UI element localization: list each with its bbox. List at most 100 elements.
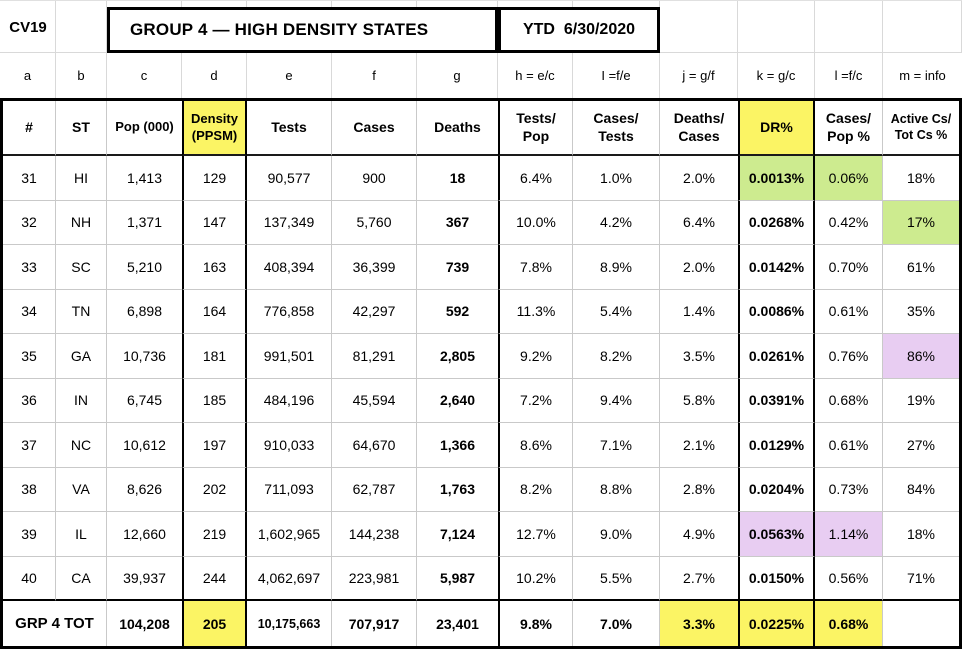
cell-38-cases: 62,787 <box>332 467 417 512</box>
cell-37-num: 37 <box>3 423 56 468</box>
cell-31-pop: 1,413 <box>107 156 182 201</box>
cell-38-st: VA <box>56 467 107 512</box>
header-active: Active Cs/ Tot Cs % <box>883 101 959 156</box>
cell-40-num: 40 <box>3 556 56 601</box>
cell-33-num: 33 <box>3 245 56 290</box>
cell-36-deaths: 2,640 <box>417 379 498 423</box>
cell-37-tests_pop: 8.6% <box>498 423 573 468</box>
cell-38-pop: 8,626 <box>107 468 182 512</box>
total-active <box>883 601 959 646</box>
cell-32-tests_pop: 10.0% <box>498 200 573 245</box>
formula-label-dr: k = g/c <box>738 53 815 98</box>
cell-37-cases_pop: 0.61% <box>815 423 883 468</box>
header-tests: Tests <box>247 101 332 156</box>
cell-38-cases_pop: 0.73% <box>815 467 883 512</box>
cell-33-deaths: 739 <box>417 245 498 290</box>
header-dr: DR% <box>738 101 815 156</box>
cell-33-pop: 5,210 <box>107 245 182 290</box>
total-pop: 104,208 <box>119 615 170 632</box>
group-title-box: GROUP 4 — HIGH DENSITY STATES <box>107 7 498 53</box>
cell-37-dr: 0.0129% <box>738 423 815 468</box>
formula-label-tests_pop: h = e/c <box>498 53 573 98</box>
cell-40-density: 244 <box>182 556 247 601</box>
total-cases: 707,917 <box>332 601 417 646</box>
cell-31-cases: 900 <box>332 156 417 201</box>
cell-31-density: 129 <box>182 156 247 201</box>
cell-36-cases: 45,594 <box>332 378 417 423</box>
cell-32-num: 32 <box>3 200 56 245</box>
cell-37-active: 27% <box>883 423 959 468</box>
cell-35-st: GA <box>56 334 107 379</box>
cell-33-cases: 36,399 <box>332 245 417 290</box>
total-density: 205 <box>182 601 247 646</box>
main-table: # ST Pop (000) Density (PPSM) Tests Cases Deat… <box>0 98 962 649</box>
cell-40-deaths_cases: 2.7% <box>660 557 738 601</box>
doc-code: CV19 <box>9 18 47 36</box>
cell-35-cases: 81,291 <box>332 334 417 379</box>
total-tests_pop: 9.8% <box>498 601 573 646</box>
total-tests: 10,175,663 <box>247 601 332 646</box>
total-dr: 0.0225% <box>738 601 815 646</box>
cell-37-st: NC <box>56 423 107 468</box>
cell-34-density: 164 <box>182 289 247 334</box>
cell-37-deaths_cases: 2.1% <box>660 423 738 468</box>
header-deaths_cases: Deaths/ Cases <box>660 101 738 156</box>
cell-38-num: 38 <box>3 467 56 512</box>
cell-37-deaths: 1,366 <box>417 423 498 468</box>
cell-36-pop: 6,745 <box>107 379 182 423</box>
title-gridcell <box>660 1 738 53</box>
header-num: # <box>3 101 56 156</box>
cell-33-cases_tests: 8.9% <box>573 245 660 290</box>
total-cases_pop: 0.68% <box>815 601 883 646</box>
cell-38-cases_tests: 8.8% <box>573 467 660 512</box>
cell-40-cases_pop: 0.56% <box>815 556 883 601</box>
cell-38-active: 84% <box>883 468 959 512</box>
cell-34-cases_pop: 0.61% <box>815 289 883 334</box>
cell-35-tests: 991,501 <box>247 334 332 379</box>
cell-32-pop: 1,371 <box>107 201 182 245</box>
cell-35-dr: 0.0261% <box>738 334 815 379</box>
cell-36-tests: 484,196 <box>247 378 332 423</box>
cell-36-dr: 0.0391% <box>738 378 815 423</box>
title-gridcell <box>56 1 107 53</box>
cell-31-tests: 90,577 <box>247 156 332 201</box>
cell-32-active: 17% <box>883 200 959 245</box>
cell-40-pop: 39,937 <box>107 557 182 601</box>
header-density: Density (PPSM) <box>182 101 247 156</box>
cell-39-dr: 0.0563% <box>738 512 815 557</box>
cell-35-num: 35 <box>3 334 56 379</box>
title-gridcell <box>815 1 883 53</box>
formula-label-deaths_cases: j = g/f <box>660 53 738 98</box>
cell-40-tests: 4,062,697 <box>247 556 332 601</box>
cell-32-deaths: 367 <box>417 201 498 245</box>
cell-35-active: 86% <box>883 334 959 379</box>
header-cases: Cases <box>332 101 417 156</box>
cell-31-cases_tests: 1.0% <box>573 156 660 201</box>
cell-39-num: 39 <box>3 512 56 557</box>
group-title: GROUP 4 — HIGH DENSITY STATES <box>130 20 429 39</box>
cell-33-cases_pop: 0.70% <box>815 245 883 290</box>
cell-39-deaths: 7,124 <box>417 512 498 557</box>
formula-label-deaths: g <box>417 53 498 98</box>
cell-31-tests_pop: 6.4% <box>498 156 573 201</box>
formula-label-active: m = info <box>899 68 946 83</box>
cell-39-cases: 144,238 <box>332 512 417 557</box>
cell-40-cases_tests: 5.5% <box>573 556 660 601</box>
cell-34-tests: 776,858 <box>247 289 332 334</box>
cell-36-tests_pop: 7.2% <box>498 378 573 423</box>
cell-38-tests_pop: 8.2% <box>498 467 573 512</box>
cell-34-st: TN <box>56 289 107 334</box>
header-cases_pop: Cases/ Pop % <box>815 101 883 156</box>
cell-33-st: SC <box>56 245 107 290</box>
cell-33-deaths_cases: 2.0% <box>660 245 738 290</box>
formula-label-st: b <box>56 53 107 98</box>
cell-40-tests_pop: 10.2% <box>498 556 573 601</box>
cell-31-st: HI <box>56 156 107 201</box>
cell-39-st: IL <box>56 512 107 557</box>
cell-32-cases: 5,760 <box>332 200 417 245</box>
title-gridcell <box>0 1 56 53</box>
formula-label-cases_tests: I =f/e <box>573 53 660 98</box>
cell-35-density: 181 <box>182 334 247 379</box>
cell-35-deaths_cases: 3.5% <box>660 334 738 379</box>
